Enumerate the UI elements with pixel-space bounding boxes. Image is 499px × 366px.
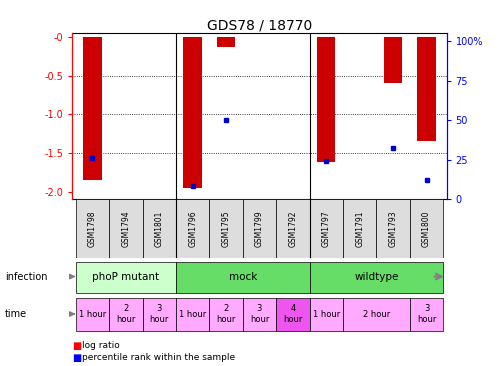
FancyBboxPatch shape: [309, 262, 443, 293]
Text: phoP mutant: phoP mutant: [92, 272, 159, 281]
FancyBboxPatch shape: [143, 298, 176, 331]
Text: 1 hour: 1 hour: [79, 310, 106, 318]
Text: infection: infection: [5, 272, 47, 281]
Text: GSM1801: GSM1801: [155, 210, 164, 247]
FancyBboxPatch shape: [343, 199, 376, 258]
FancyBboxPatch shape: [76, 298, 109, 331]
Text: 1 hour: 1 hour: [313, 310, 340, 318]
FancyBboxPatch shape: [210, 199, 243, 258]
FancyBboxPatch shape: [410, 199, 443, 258]
Text: 1 hour: 1 hour: [179, 310, 206, 318]
FancyBboxPatch shape: [309, 199, 343, 258]
FancyBboxPatch shape: [376, 199, 410, 258]
FancyBboxPatch shape: [176, 262, 309, 293]
Text: GSM1794: GSM1794: [121, 210, 130, 247]
FancyBboxPatch shape: [109, 199, 143, 258]
Text: GSM1798: GSM1798: [88, 210, 97, 247]
Text: 3
hour: 3 hour: [417, 304, 436, 324]
Text: 2 hour: 2 hour: [363, 310, 390, 318]
FancyBboxPatch shape: [176, 199, 210, 258]
Text: GSM1792: GSM1792: [288, 210, 297, 247]
FancyBboxPatch shape: [276, 298, 309, 331]
Text: log ratio: log ratio: [82, 341, 120, 350]
FancyBboxPatch shape: [176, 298, 210, 331]
FancyBboxPatch shape: [76, 262, 176, 293]
FancyBboxPatch shape: [109, 298, 143, 331]
FancyBboxPatch shape: [243, 298, 276, 331]
Text: GSM1797: GSM1797: [322, 210, 331, 247]
Text: 4
hour: 4 hour: [283, 304, 302, 324]
Text: GSM1800: GSM1800: [422, 210, 431, 247]
FancyBboxPatch shape: [276, 199, 309, 258]
Bar: [317, 37, 335, 162]
Text: GDS78 / 18770: GDS78 / 18770: [207, 18, 312, 32]
Text: GSM1795: GSM1795: [222, 210, 231, 247]
FancyBboxPatch shape: [143, 199, 176, 258]
FancyBboxPatch shape: [243, 199, 276, 258]
Text: percentile rank within the sample: percentile rank within the sample: [82, 354, 236, 362]
Text: time: time: [5, 309, 27, 319]
Bar: [217, 37, 235, 47]
FancyBboxPatch shape: [343, 298, 410, 331]
Text: GSM1793: GSM1793: [389, 210, 398, 247]
Text: GSM1799: GSM1799: [255, 210, 264, 247]
Text: 2
hour: 2 hour: [217, 304, 236, 324]
Text: 2
hour: 2 hour: [116, 304, 136, 324]
FancyBboxPatch shape: [309, 298, 343, 331]
Bar: [384, 37, 402, 83]
FancyBboxPatch shape: [210, 298, 243, 331]
Bar: [83, 37, 102, 180]
FancyBboxPatch shape: [76, 199, 109, 258]
Text: wildtype: wildtype: [354, 272, 399, 281]
Bar: [184, 37, 202, 188]
Text: mock: mock: [229, 272, 257, 281]
Text: ■: ■: [72, 353, 82, 363]
Text: 3
hour: 3 hour: [250, 304, 269, 324]
FancyBboxPatch shape: [410, 298, 443, 331]
Text: GSM1791: GSM1791: [355, 210, 364, 247]
Text: GSM1796: GSM1796: [188, 210, 197, 247]
Text: ■: ■: [72, 341, 82, 351]
Text: 3
hour: 3 hour: [150, 304, 169, 324]
Bar: [417, 37, 436, 141]
